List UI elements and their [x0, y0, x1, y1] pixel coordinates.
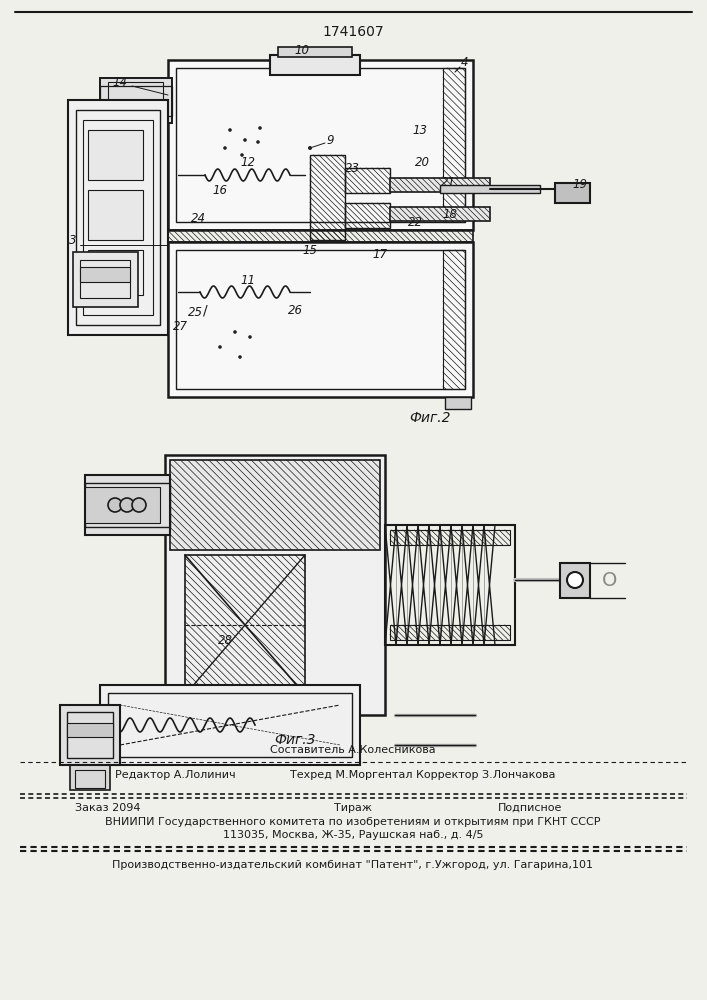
Text: 17: 17: [373, 248, 387, 261]
Bar: [100, 86, 172, 116]
Text: Фиг.2: Фиг.2: [409, 411, 451, 425]
Circle shape: [132, 498, 146, 512]
Circle shape: [238, 355, 242, 359]
Bar: [443, 250, 465, 389]
Bar: [108, 82, 163, 120]
Bar: [176, 68, 465, 222]
Text: 16: 16: [213, 184, 228, 196]
Bar: [390, 625, 510, 640]
Bar: [390, 207, 490, 221]
Bar: [100, 685, 360, 765]
Circle shape: [233, 330, 237, 334]
Bar: [168, 242, 473, 397]
Text: 23: 23: [344, 161, 359, 174]
Text: 25: 25: [187, 306, 202, 318]
Text: O: O: [602, 570, 618, 589]
Text: /: /: [203, 303, 207, 317]
Bar: [168, 230, 473, 242]
Text: 20: 20: [414, 156, 429, 169]
Bar: [80, 267, 130, 282]
Bar: [390, 178, 490, 192]
Bar: [88, 190, 143, 240]
Text: 11: 11: [240, 273, 255, 286]
Circle shape: [308, 146, 312, 150]
Bar: [443, 68, 465, 222]
Text: Подписное: Подписное: [498, 803, 562, 813]
Text: 28: 28: [218, 634, 233, 647]
Text: Редактор А.Лолинич: Редактор А.Лолинич: [115, 770, 235, 780]
Text: 24: 24: [190, 212, 206, 225]
Bar: [85, 483, 170, 527]
Bar: [76, 110, 160, 325]
Bar: [108, 693, 352, 757]
Text: 15: 15: [303, 243, 317, 256]
Circle shape: [243, 138, 247, 142]
Bar: [385, 525, 515, 645]
Bar: [85, 475, 170, 535]
Text: 9: 9: [326, 133, 334, 146]
Bar: [345, 203, 390, 228]
Circle shape: [120, 498, 134, 512]
Text: 113035, Москва, Ж-35, Раушская наб., д. 4/5: 113035, Москва, Ж-35, Раушская наб., д. …: [223, 830, 484, 840]
Bar: [80, 260, 130, 298]
Bar: [560, 563, 590, 598]
Bar: [278, 47, 352, 57]
Bar: [60, 705, 120, 765]
Bar: [100, 78, 172, 123]
Bar: [70, 760, 110, 790]
Bar: [185, 555, 305, 695]
Text: 4: 4: [461, 56, 469, 70]
Circle shape: [567, 572, 583, 588]
Bar: [310, 155, 345, 240]
Circle shape: [218, 345, 222, 349]
Text: 13: 13: [412, 123, 428, 136]
Bar: [165, 455, 385, 715]
Bar: [270, 55, 360, 75]
Bar: [168, 60, 473, 230]
Text: ВНИИПИ Государственного комитета по изобретениям и открытиям при ГКНТ СССР: ВНИИПИ Государственного комитета по изоб…: [105, 817, 601, 827]
Bar: [176, 250, 465, 389]
Bar: [390, 530, 510, 545]
Bar: [73, 252, 138, 307]
Circle shape: [256, 140, 259, 144]
Text: 21: 21: [440, 176, 455, 190]
Bar: [445, 397, 471, 409]
Bar: [67, 723, 113, 737]
Text: Фиг.3: Фиг.3: [274, 733, 316, 747]
Text: 1741607: 1741607: [322, 25, 384, 39]
Bar: [67, 712, 113, 758]
Circle shape: [228, 128, 232, 132]
Text: Техред М.Моргентал Корректор З.Лончакова: Техред М.Моргентал Корректор З.Лончакова: [290, 770, 556, 780]
Text: 3: 3: [69, 233, 77, 246]
Circle shape: [223, 146, 227, 150]
Text: Производственно-издательский комбинат "Патент", г.Ужгород, ул. Гагарина,101: Производственно-издательский комбинат "П…: [112, 860, 593, 870]
Text: Заказ 2094: Заказ 2094: [75, 803, 141, 813]
Text: 22: 22: [407, 216, 423, 229]
Circle shape: [108, 498, 122, 512]
Bar: [440, 185, 540, 193]
Text: Тираж: Тираж: [334, 803, 372, 813]
Circle shape: [240, 153, 244, 157]
Text: 27: 27: [173, 320, 187, 334]
Text: 10: 10: [295, 43, 310, 56]
Circle shape: [258, 126, 262, 130]
Bar: [68, 100, 168, 335]
Bar: [88, 250, 143, 295]
Text: Составитель А.Колесникова: Составитель А.Колесникова: [270, 745, 436, 755]
Text: 19: 19: [573, 178, 588, 192]
Bar: [75, 770, 105, 788]
Text: 12: 12: [240, 156, 255, 169]
Text: 26: 26: [288, 304, 303, 316]
Bar: [345, 168, 390, 193]
Text: 14: 14: [112, 76, 127, 89]
Bar: [555, 183, 590, 203]
Circle shape: [248, 335, 252, 339]
Bar: [85, 487, 160, 523]
Text: 18: 18: [443, 209, 457, 222]
Bar: [170, 460, 380, 550]
Bar: [88, 130, 143, 180]
Bar: [83, 120, 153, 315]
